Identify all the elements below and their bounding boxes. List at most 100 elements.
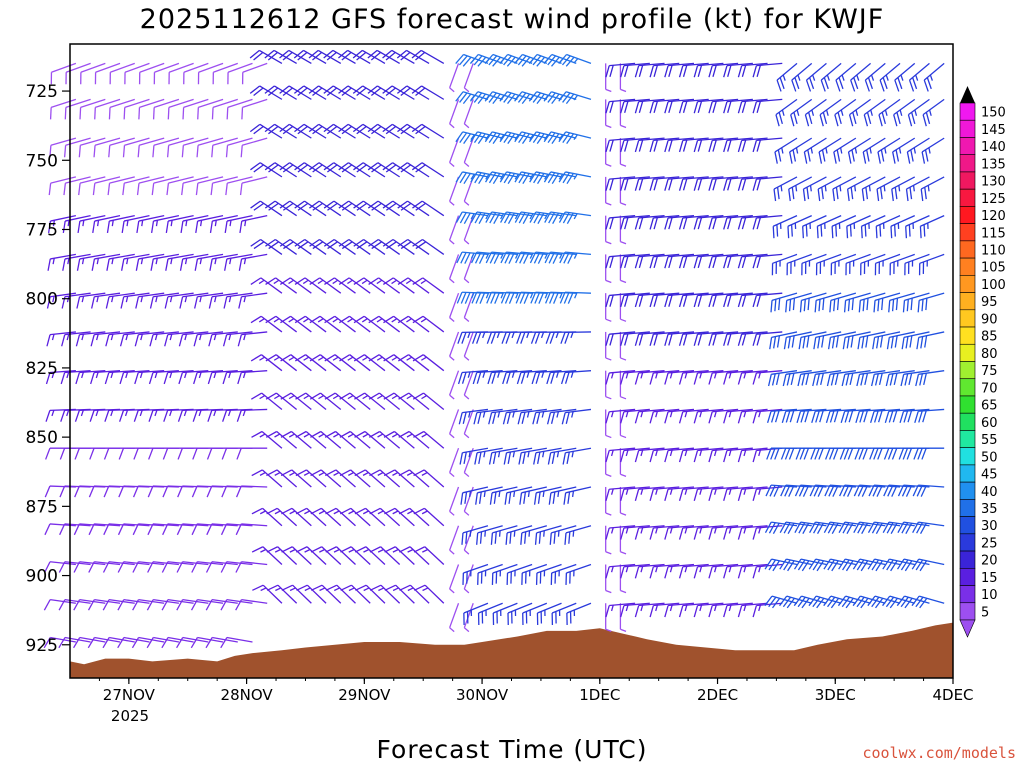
wind-barb-747	[752, 602, 783, 618]
wind-barb-219	[235, 485, 268, 498]
wind-barb-766	[788, 176, 813, 202]
wind-barb-13	[44, 561, 76, 573]
wind-barb-49	[94, 98, 121, 120]
wind-barb-756	[767, 370, 798, 387]
wind-barb-100	[136, 215, 165, 234]
colorbar-label: 95	[981, 295, 998, 310]
wind-barb-402	[413, 584, 445, 604]
wind-barb-196	[224, 215, 253, 234]
wind-barb-389	[411, 85, 445, 100]
wind-barb-809	[834, 98, 857, 127]
wind-barb-632	[649, 215, 680, 230]
wind-barb-841	[861, 176, 886, 202]
wind-barb-686	[693, 563, 724, 579]
credit-label: coolwx.com/models	[862, 744, 1016, 762]
wind-barb-817	[825, 408, 856, 423]
wind-barb-616	[634, 176, 665, 191]
wind-barb-457	[473, 408, 503, 425]
wind-barb-657	[664, 602, 695, 618]
wind-barb-140	[162, 523, 194, 536]
wind-barb-128	[168, 62, 194, 85]
wind-barb-322	[339, 392, 371, 410]
wind-barb-754	[770, 292, 798, 313]
wind-barb-910	[912, 521, 945, 535]
wind-barb-844	[858, 292, 886, 313]
wind-barb-229	[250, 277, 283, 294]
wind-barb-116	[150, 215, 180, 234]
wind-barb-855	[877, 137, 901, 164]
wind-barb-397	[412, 392, 445, 410]
wind-barb-428	[463, 447, 474, 478]
wind-barb-339	[354, 469, 386, 488]
wind-barb-194	[225, 137, 253, 158]
wind-barb-410	[449, 331, 460, 361]
wind-barb-98	[137, 137, 165, 158]
wind-barb-623	[634, 447, 665, 463]
wind-barb-891	[900, 370, 930, 387]
wind-barb-507	[522, 602, 548, 625]
wind-barb-188	[206, 523, 238, 536]
wind-barb-409	[449, 292, 460, 323]
wind-barb-18	[63, 137, 91, 158]
wind-barb-534	[548, 486, 577, 505]
wind-barb-212	[239, 215, 268, 234]
wind-barb-615	[634, 137, 665, 153]
wind-barb-45	[73, 561, 106, 573]
colorbar-label: 85	[981, 330, 998, 345]
wind-barb-829	[843, 292, 871, 313]
wind-barb-327	[340, 584, 371, 604]
wind-barb-220	[235, 523, 268, 536]
wind-barb-713	[723, 447, 753, 463]
wind-barb-303	[323, 238, 356, 255]
colorbar-cell	[959, 378, 976, 397]
wind-barb-668	[678, 447, 709, 463]
wind-barb-36	[77, 215, 106, 234]
wind-barb-51	[92, 176, 121, 196]
x-tick-label: 3DEC	[815, 686, 856, 704]
wind-barb-763	[791, 62, 813, 92]
wind-barb-716	[723, 563, 753, 579]
wind-barb-794	[819, 98, 842, 127]
colorbar-label: 125	[981, 192, 1006, 207]
colorbar-cell	[959, 395, 976, 414]
wind-barb-860	[872, 331, 901, 350]
wind-barb-167	[193, 331, 224, 347]
wind-barb-710	[723, 331, 753, 346]
terrain-area	[70, 622, 953, 678]
wind-barb-911	[911, 558, 945, 572]
wind-barb-655	[664, 525, 695, 540]
wind-barb-703	[723, 62, 753, 78]
wind-barb-684	[693, 486, 724, 501]
colorbar-label: 40	[981, 485, 998, 500]
wind-barb-614	[634, 98, 665, 114]
wind-barb-592	[605, 408, 636, 424]
wind-barb-838	[864, 62, 886, 92]
wind-barb-445	[461, 525, 489, 545]
wind-barb-248	[265, 430, 298, 449]
wind-barb-37	[76, 253, 106, 271]
wind-barb-532	[546, 408, 577, 425]
wind-barb-653	[664, 447, 695, 463]
x-tick-label: 29NOV	[338, 686, 391, 704]
wind-barb-537	[551, 602, 577, 625]
wind-barb-475	[490, 525, 518, 545]
wind-barb-617	[634, 215, 665, 230]
wind-barb-907	[914, 408, 945, 423]
wind-barb-416	[449, 564, 460, 594]
wind-barb-697	[708, 408, 739, 424]
wind-barb-64	[109, 62, 135, 85]
wind-barb-337	[354, 392, 386, 410]
colorbar-label: 120	[981, 209, 1006, 224]
wind-barb-62	[87, 598, 121, 611]
wind-barb-908	[913, 447, 945, 460]
colorbar-label: 5	[981, 605, 989, 620]
wind-barb-313	[337, 49, 371, 64]
wind-barb-28	[59, 523, 91, 536]
wind-barb-700	[708, 525, 739, 540]
wind-barb-538	[558, 53, 592, 67]
wind-barb-321	[339, 354, 371, 372]
colorbar-label: 25	[981, 536, 998, 551]
wind-barb-593	[605, 447, 636, 463]
colorbar-cell	[959, 361, 976, 380]
wind-barb-633	[649, 253, 680, 269]
